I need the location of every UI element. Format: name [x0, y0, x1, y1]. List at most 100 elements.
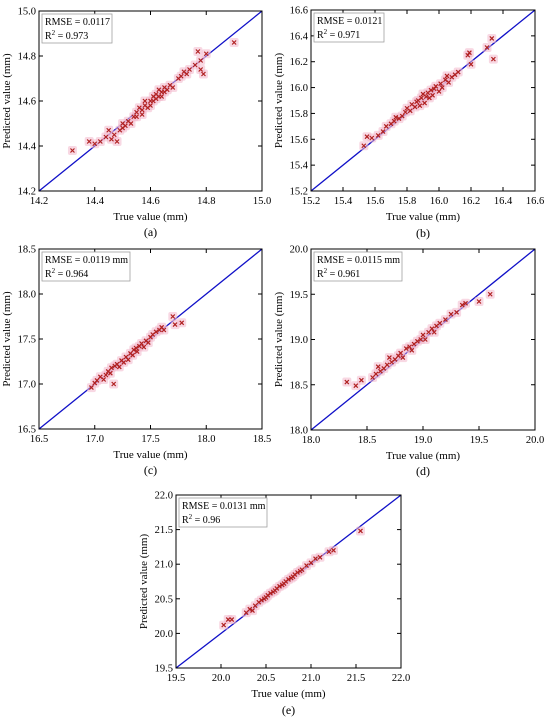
data-point	[459, 302, 465, 308]
data-point	[308, 560, 314, 566]
x-tick-label: 16.5	[30, 434, 48, 445]
data-point	[422, 100, 428, 106]
data-point	[250, 608, 255, 613]
chart-d: 18.0 18.5 19.0 19.5 20.0 18.0 18.5 19.0 19.5 20.0…	[273, 245, 544, 479]
data-point	[431, 86, 437, 92]
data-point	[391, 118, 397, 124]
data-point	[414, 338, 420, 344]
data-point	[111, 132, 117, 138]
x-tick-label: 19.0	[414, 435, 432, 446]
data-point	[201, 71, 206, 77]
data-point	[106, 127, 112, 133]
y-tick-label: 14.4	[18, 142, 37, 153]
data-point	[426, 329, 432, 335]
data-point	[70, 148, 75, 153]
annotation-box	[313, 251, 403, 282]
data-point	[139, 112, 145, 117]
data-point	[465, 52, 471, 58]
r2-annotation: R2 = 0.96	[182, 513, 220, 526]
x-tick-label: 15.4	[334, 196, 353, 207]
x-tick-label: 16.0	[430, 196, 448, 207]
data-point	[252, 603, 258, 609]
y-axis-label: Predicted value (mm)	[273, 53, 285, 149]
data-point	[184, 71, 190, 77]
x-tick-label: 20.0	[212, 673, 230, 684]
data-point	[429, 326, 435, 332]
data-point	[393, 114, 399, 120]
data-point	[409, 347, 415, 353]
data-point	[373, 371, 379, 377]
y-tick-label: 16.0	[290, 83, 308, 94]
data-point	[203, 51, 209, 57]
y-axis-label: Predicted value (mm)	[273, 292, 285, 388]
r2-annotation: R2 = 0.973	[45, 29, 88, 42]
data-point	[304, 563, 309, 569]
data-point	[375, 364, 381, 370]
data-point	[103, 134, 109, 140]
data-point	[380, 129, 386, 134]
data-point	[463, 300, 468, 306]
data-point	[384, 362, 390, 368]
chart-a: 14.2 14.4 14.6 14.8 15.0 14.2 14.4 14.6 14.8 15.0…	[1, 7, 271, 240]
x-tick-label: 14.6	[141, 196, 159, 207]
data-point	[94, 377, 100, 383]
x-tick-label: 22.0	[392, 673, 410, 684]
x-tick-label: 14.4	[86, 196, 105, 207]
y-tick-label: 15.4	[290, 161, 309, 172]
data-point	[487, 291, 493, 297]
y-tick-label: 16.2	[290, 57, 308, 68]
y-tick-label: 16.5	[18, 425, 36, 436]
data-point	[455, 69, 461, 75]
data-point	[364, 134, 370, 140]
data-point	[422, 337, 428, 342]
y-tick-label: 17.5	[18, 335, 36, 346]
data-point	[148, 103, 153, 108]
data-point	[383, 123, 389, 129]
data-point	[446, 79, 452, 85]
data-point	[286, 576, 291, 582]
y-tick-label: 19.0	[290, 335, 308, 346]
data-point	[195, 49, 201, 54]
rmse-annotation: RMSE = 0.0115 mm	[317, 255, 400, 266]
data-point	[423, 94, 429, 100]
y-tick-label: 20.5	[155, 594, 173, 605]
data-point	[431, 329, 437, 335]
y-tick-label: 15.8	[290, 109, 308, 120]
y-tick-label: 20.0	[155, 629, 173, 640]
annotation-box	[178, 497, 268, 528]
x-tick-label: 17.0	[86, 434, 104, 445]
data-point	[369, 135, 375, 141]
data-point	[344, 379, 350, 385]
annotation-box	[313, 12, 385, 43]
data-point	[107, 370, 113, 376]
y-tick-label: 19.5	[155, 664, 173, 675]
x-axis-label: True value (mm)	[113, 449, 187, 461]
data-point	[476, 299, 482, 304]
x-tick-label: 16.4	[494, 196, 513, 207]
data-point	[448, 311, 454, 317]
data-point	[313, 556, 318, 562]
data-point	[134, 109, 139, 115]
data-point	[468, 61, 474, 67]
x-tick-label: 18.5	[358, 435, 376, 446]
data-point	[399, 113, 405, 119]
data-point	[243, 610, 249, 616]
x-tick-label: 20.5	[257, 673, 275, 684]
data-point	[418, 95, 424, 101]
data-point	[490, 56, 496, 62]
data-point	[268, 590, 273, 596]
data-point	[466, 50, 472, 56]
data-point	[299, 567, 305, 573]
data-point	[428, 87, 434, 93]
data-point	[400, 355, 406, 361]
x-tick-label: 17.5	[141, 434, 159, 445]
y-tick-label: 18.5	[18, 245, 36, 256]
x-axis-label: True value (mm)	[251, 688, 325, 700]
data-point	[398, 350, 404, 356]
y-tick-label: 18.0	[18, 290, 36, 301]
data-point	[407, 344, 412, 350]
data-point	[172, 322, 178, 328]
data-point	[231, 40, 237, 45]
x-tick-label: 15.2	[302, 196, 320, 207]
data-point	[358, 377, 364, 383]
